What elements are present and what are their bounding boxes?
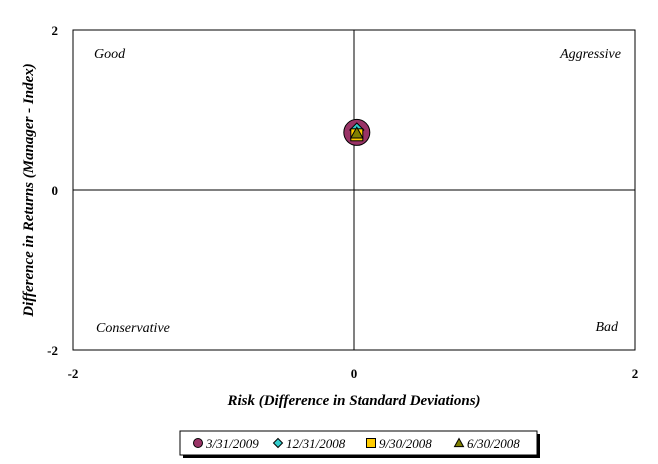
legend-label: 6/30/2008	[467, 436, 520, 451]
y-tick-label: -2	[47, 343, 58, 358]
x-tick-label: 2	[632, 366, 639, 381]
legend: 3/31/2009 12/31/2008 9/30/2008 6/30/2008	[193, 436, 520, 451]
legend-label: 9/30/2008	[379, 436, 432, 451]
quadrant-label-conservative: Conservative	[96, 321, 170, 336]
y-tick-label: 2	[52, 23, 59, 38]
quadrant-label-aggressive: Aggressive	[559, 47, 621, 62]
quadrant-label-good: Good	[94, 47, 126, 62]
legend-marker-circle	[193, 438, 203, 448]
legend-marker-triangle	[453, 437, 465, 448]
x-axis-title: Risk (Difference in Standard Deviations)	[226, 393, 480, 409]
y-tick-label: 0	[52, 183, 59, 198]
y-axis-title: Difference in Returns (Manager - Index)	[21, 63, 37, 317]
data-point-triangle	[349, 126, 364, 139]
legend-marker-diamond	[272, 437, 284, 449]
quadrant-label-bad: Bad	[595, 320, 619, 335]
legend-marker-square	[366, 438, 376, 448]
x-tick-label: 0	[351, 366, 358, 381]
data-points	[343, 118, 371, 146]
legend-label: 12/31/2008	[286, 436, 346, 451]
x-tick-label: -2	[68, 366, 79, 381]
legend-label: 3/31/2009	[205, 436, 259, 451]
legend-box	[179, 430, 538, 456]
